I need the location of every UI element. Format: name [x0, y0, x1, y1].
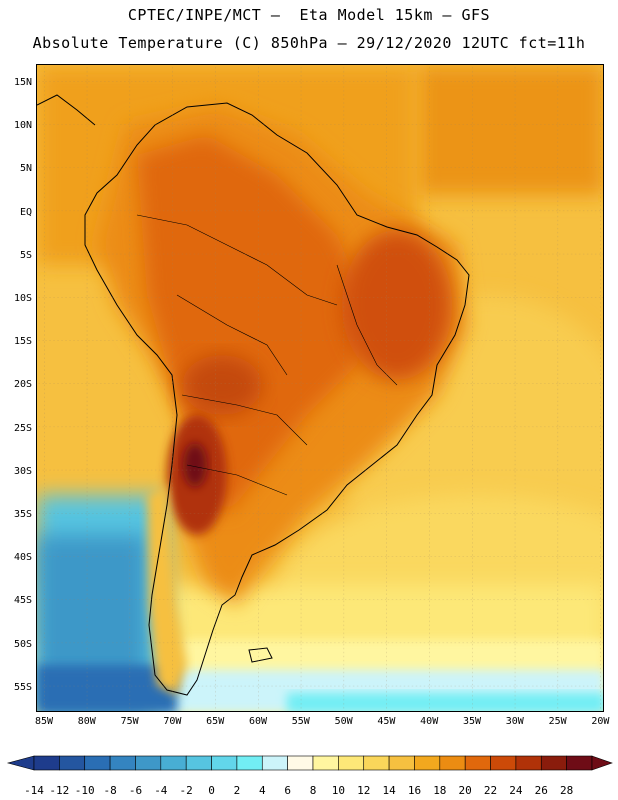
- latitude-label: 30S: [13, 465, 32, 477]
- colorbar-label: -14: [24, 784, 44, 797]
- latitude-label: 15N: [13, 77, 32, 88]
- temperature-map: [36, 64, 604, 712]
- colorbar-label: 20: [458, 784, 472, 797]
- colorbar-swatch: [135, 755, 162, 771]
- longitude-label: 45W: [377, 716, 396, 727]
- colorbar-label: 8: [309, 784, 317, 797]
- colorbar-swatch: [236, 755, 263, 771]
- colorbar-label: 24: [509, 784, 523, 797]
- colorbar-label: 0: [208, 784, 215, 797]
- longitude-label: 65W: [206, 716, 225, 727]
- longitude-label: 55W: [291, 716, 310, 727]
- longitude-label: 85W: [34, 716, 54, 727]
- colorbar-swatch: [515, 755, 542, 771]
- colorbar-label: -4: [154, 784, 168, 797]
- colorbar-label: -12: [49, 784, 70, 797]
- colorbar-swatch: [414, 755, 441, 771]
- colorbar-swatch: [312, 755, 339, 771]
- colorbar-swatch: [287, 755, 314, 771]
- latitude-label: 55S: [13, 681, 32, 693]
- colorbar-under-triangle: [6, 755, 35, 771]
- colorbar-label: 26: [534, 784, 548, 797]
- colorbar-swatch: [185, 755, 212, 771]
- colorbar-label: 16: [407, 784, 422, 797]
- colorbar-label: -8: [103, 784, 117, 797]
- colorbar-swatch: [566, 755, 593, 771]
- colorbar-swatch: [490, 755, 517, 771]
- latitude-label: 20S: [13, 379, 32, 391]
- colorbar-label: 18: [433, 784, 447, 797]
- latitude-label: 5S: [19, 249, 32, 261]
- latitude-label: 15S: [13, 336, 32, 348]
- latitude-label: 35S: [13, 509, 32, 520]
- colorbar-swatch: [338, 755, 365, 771]
- longitude-label: 25W: [548, 716, 567, 727]
- longitude-label: 20W: [591, 716, 610, 727]
- colorbar-swatch: [33, 755, 60, 771]
- colorbar-swatch: [160, 755, 187, 771]
- colorbar-swatch: [540, 755, 567, 771]
- colorbar-swatch: [109, 755, 136, 771]
- colorbar-over-triangle: [591, 755, 613, 771]
- colorbar-label: 4: [258, 784, 266, 797]
- longitude-label: 30W: [505, 716, 524, 727]
- colorbar-label: 2: [233, 784, 241, 797]
- longitude-label: 80W: [77, 716, 96, 727]
- colorbar-label: 22: [483, 784, 498, 797]
- latitude-label: 40S: [13, 552, 32, 564]
- latitude-label: EQ: [19, 206, 32, 218]
- map-canvas: [37, 65, 603, 711]
- colorbar-swatch: [464, 755, 491, 771]
- colorbar-swatch: [59, 755, 86, 771]
- latitude-label: 45S: [13, 595, 32, 607]
- longitude-label: 35W: [462, 716, 482, 727]
- colorbar-swatch: [388, 755, 415, 771]
- longitude-label: 75W: [120, 716, 139, 727]
- colorbar-label: -2: [179, 784, 193, 797]
- longitude-label: 70W: [163, 716, 182, 727]
- colorbar-swatch: [439, 755, 466, 771]
- longitude-label: 50W: [334, 716, 353, 727]
- lat-lon-grid: [37, 65, 603, 711]
- chart-title-line-1: CPTEC/INPE/MCT – Eta Model 15km – GFS: [127, 6, 491, 24]
- colorbar-label: 6: [284, 784, 291, 797]
- colorbar-label: -10: [74, 784, 95, 797]
- longitude-label: 40W: [420, 716, 439, 727]
- colorbar-label: 28: [560, 784, 574, 797]
- chart-title-line-2: Absolute Temperature (C) 850hPa – 29/12/…: [32, 34, 586, 52]
- latitude-label: 10S: [13, 293, 32, 304]
- colorbar-swatch: [363, 755, 390, 771]
- colorbar-label: 10: [331, 784, 345, 797]
- longitude-label: 60W: [248, 716, 268, 727]
- colorbar-label: 14: [382, 784, 396, 797]
- latitude-label: 10N: [13, 120, 32, 132]
- colorbar-label: -6: [128, 784, 143, 797]
- colorbar-swatch: [261, 755, 288, 771]
- latitude-label: 25S: [13, 422, 32, 434]
- colorbar: [6, 755, 613, 771]
- colorbar-label: 12: [357, 784, 371, 797]
- colorbar-swatch: [211, 755, 238, 771]
- colorbar-swatch: [84, 755, 111, 771]
- latitude-label: 5N: [19, 163, 32, 175]
- latitude-label: 50S: [13, 638, 32, 650]
